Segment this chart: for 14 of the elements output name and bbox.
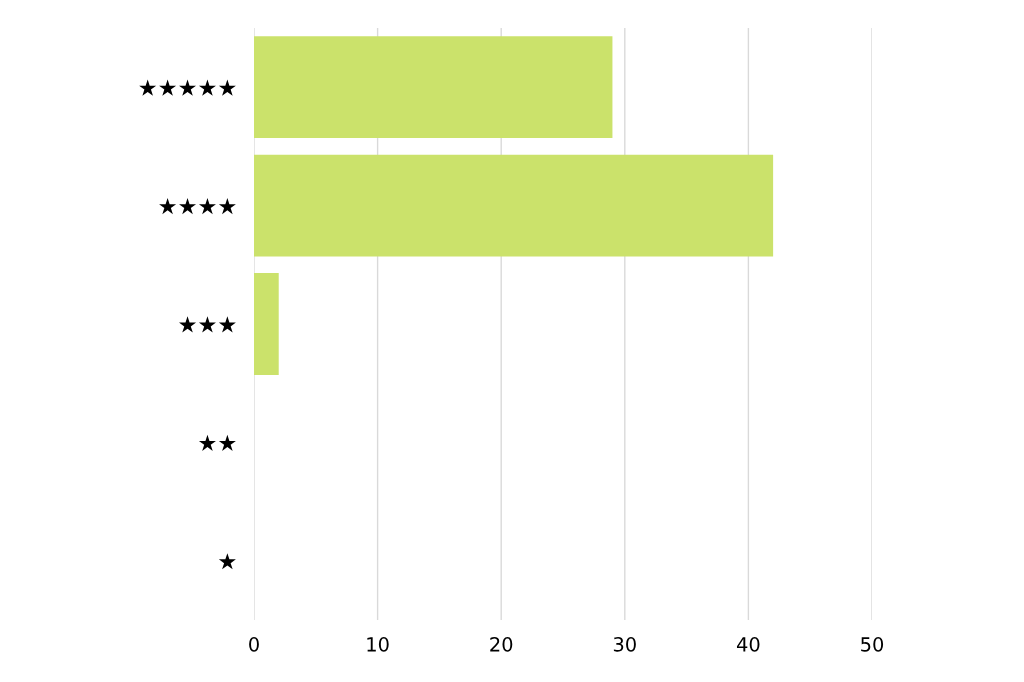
y-tick-label: ★★★: [179, 316, 236, 333]
x-tick-label: 10: [367, 637, 389, 652]
y-tick-label: ★★★★★: [139, 79, 236, 96]
y-tick-label: ★★: [198, 434, 236, 451]
x-tick-label: 0: [249, 637, 259, 652]
bar: [254, 154, 774, 257]
y-tick-label: ★★★★: [159, 197, 236, 215]
bar: [254, 273, 279, 375]
bar: [254, 36, 613, 139]
x-tick-label: 20: [490, 637, 513, 652]
x-tick-label: 50: [861, 637, 884, 652]
x-tick-label: 30: [613, 637, 636, 652]
y-tick-label: ★: [218, 553, 236, 570]
x-tick-label: 40: [736, 637, 760, 652]
